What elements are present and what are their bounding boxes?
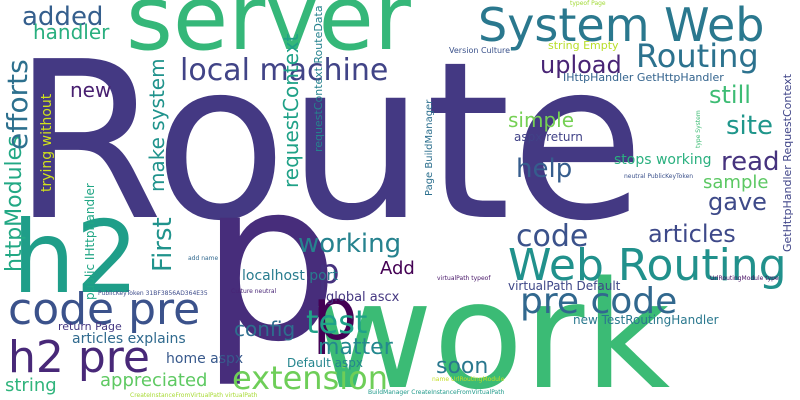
cloud-word-add: Add <box>380 258 415 279</box>
cloud-word-site: site <box>726 111 773 141</box>
cloud-word-new: new <box>70 78 112 102</box>
cloud-word-home-aspx: home aspx <box>166 351 244 367</box>
cloud-word-p-mid: p <box>318 252 340 292</box>
cloud-word-simple: simple <box>508 108 575 132</box>
cloud-word-read: read <box>721 147 780 177</box>
cloud-word-name-urlroutingmodule: name UrlRoutingModule <box>432 376 505 383</box>
cloud-word-system-web: System Web <box>478 0 765 52</box>
cloud-word-route: Route <box>12 16 645 269</box>
cloud-word-help: help <box>516 154 573 184</box>
cloud-word-httpmodules: httpModules <box>2 135 27 272</box>
cloud-word-requestcontext-routedata: requestContext RouteData <box>312 5 325 152</box>
cloud-word-handler: handler <box>33 20 110 44</box>
cloud-word-appreciated: appreciated <box>100 370 208 391</box>
cloud-word-default-aspx: Default aspx <box>287 356 363 370</box>
cloud-word-pre-code: pre code <box>520 281 678 322</box>
cloud-word-working: working <box>298 229 402 259</box>
cloud-word-extension: extension <box>232 359 388 397</box>
cloud-word-culture-neutral: Culture neutral <box>231 288 277 295</box>
cloud-word-code: code <box>516 219 589 254</box>
cloud-word-trying-without: trying without <box>39 93 55 192</box>
cloud-word-articles-explains: articles explains <box>72 331 186 347</box>
cloud-word-neutral-publickeytoken: neutral PublicKeyToken <box>624 173 694 180</box>
cloud-word-web-routing: Web Routing <box>508 240 787 291</box>
cloud-word-gethttphandler-requestcontext: GetHttpHandler RequestContext <box>781 73 794 252</box>
cloud-word-public-ihttphandler: public IHttpHandler <box>83 183 97 300</box>
cloud-word-server: server <box>126 0 411 71</box>
cloud-word-return-page: return Page <box>58 320 122 333</box>
cloud-word-stops-working: stops working <box>614 152 712 168</box>
cloud-word-local-machine: local machine <box>180 53 389 88</box>
cloud-word-virtualpath-default: virtualPath Default <box>508 279 621 293</box>
cloud-word-make-system: make system <box>145 58 169 192</box>
cloud-word-aspx-return: aspx return <box>514 130 583 144</box>
cloud-word-work: work <box>312 250 671 400</box>
cloud-word-articles: articles <box>648 220 736 248</box>
cloud-word-publickeytoken: PublicKeyToken 31BF3856AD364E35 <box>98 290 208 297</box>
cloud-word-still: still <box>709 81 751 109</box>
cloud-word-gave: gave <box>708 188 767 216</box>
cloud-word-buildmanager-createinstance: BuildManager CreateInstanceFromVirtualPa… <box>368 389 505 396</box>
cloud-word-global-ascx: global ascx <box>326 290 400 305</box>
cloud-word-config: config <box>234 317 296 341</box>
cloud-word-string-empty: string Empty <box>548 39 619 52</box>
cloud-word-page-buildmanager: Page BuildManager <box>424 99 435 196</box>
cloud-word-h2: h2 <box>12 199 140 316</box>
cloud-word-p-large: p <box>200 134 340 390</box>
cloud-word-added: added <box>22 2 104 32</box>
cloud-word-localhost-port: localhost port <box>242 268 338 284</box>
cloud-word-createinstance-virtualpath: CreateInstanceFromVirtualPath virtualPat… <box>130 392 258 399</box>
cloud-word-h2-pre: h2 pre <box>8 332 150 383</box>
cloud-word-virtualpath-typeof: virtualPath typeof <box>437 275 491 282</box>
cloud-word-sample: sample <box>703 172 769 193</box>
cloud-word-ihttphandler-gethttphandler: IHttpHandler GetHttpHandler <box>563 71 724 84</box>
cloud-word-string: string <box>5 375 57 396</box>
cloud-word-test: test <box>306 303 368 341</box>
cloud-word-routing: Routing <box>636 37 759 75</box>
cloud-word-code-pre: code pre <box>8 284 201 335</box>
cloud-word-p-small: p <box>312 272 358 356</box>
cloud-word-matter: matter <box>318 335 393 360</box>
cloud-word-new-testroutinghandler: new TestRoutingHandler <box>573 313 719 327</box>
cloud-word-upload: upload <box>540 51 622 79</box>
cloud-word-requestcontext: requestContext <box>279 33 303 188</box>
cloud-word-version-culture: Version Culture <box>449 46 511 55</box>
cloud-word-type-system: type System <box>695 110 702 148</box>
cloud-word-typeof-page: typeof Page <box>570 0 606 7</box>
cloud-word-soon: soon <box>436 354 489 379</box>
cloud-word-urlroutingmodule-type: UrlRoutingModule type <box>710 275 779 282</box>
cloud-word-first: First <box>148 217 178 272</box>
cloud-word-add-name: add name <box>188 255 219 262</box>
cloud-word-efforts: efforts <box>1 59 34 150</box>
